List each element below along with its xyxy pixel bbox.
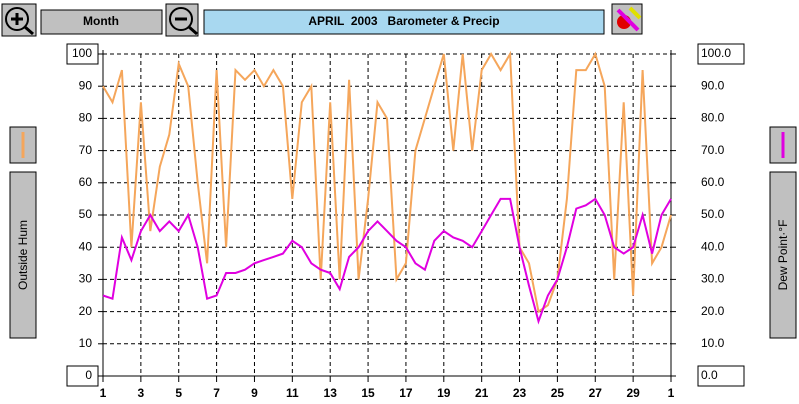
- left-series-button[interactable]: Outside Hum: [9, 171, 37, 339]
- series-line: [102, 50, 672, 314]
- y2-tick-label: 100.0: [701, 46, 731, 60]
- x-tick-label: 25: [551, 386, 565, 400]
- y-tick-label: 20: [79, 304, 93, 318]
- y2-tick-label: 50.0: [701, 207, 725, 221]
- right-series-button[interactable]: Dew Point·°F: [769, 171, 797, 339]
- y2-tick-label: 80.0: [701, 111, 725, 125]
- left-series-swatch[interactable]: [9, 126, 37, 164]
- x-tick-label: 15: [361, 386, 375, 400]
- tick-box: [697, 43, 745, 65]
- tick-box: [697, 365, 745, 387]
- zoom-out-button[interactable]: [165, 3, 199, 37]
- y2-tick-label: 20.0: [701, 304, 725, 318]
- y-tick-label: 100: [72, 46, 92, 60]
- x-tick-label: 13: [324, 386, 338, 400]
- plot: 0 10 20 30 40 50 60 70 80 90 100 0.0 10.0 20.0 30.0 40.…: [66, 43, 745, 400]
- zoom-in-button[interactable]: [1, 3, 37, 37]
- series-line: [102, 197, 672, 325]
- y-tick-label: 30: [79, 272, 93, 286]
- x-tick-label: 29: [626, 386, 640, 400]
- x-tick-label: 7: [213, 386, 220, 400]
- period-label: Month: [83, 14, 119, 28]
- y2-tick-label: 70.0: [701, 143, 725, 157]
- y-tick-label: 60: [79, 175, 93, 189]
- right-series-swatch[interactable]: [769, 126, 797, 164]
- x-tick-label: 9: [251, 386, 258, 400]
- y2-tick-label: 10.0: [701, 336, 725, 350]
- x-tick-label: 1: [668, 386, 675, 400]
- chart-title: APRIL 2003 Barometer & Precip: [308, 14, 499, 28]
- x-tick-label: 17: [399, 386, 413, 400]
- x-tick-label: 1: [100, 386, 107, 400]
- y2-tick-label: 30.0: [701, 272, 725, 286]
- tick-box: [66, 365, 99, 387]
- legend-label: Outside Hum: [16, 220, 30, 290]
- y-tick-label: 50: [79, 207, 93, 221]
- chart-type-icon[interactable]: [611, 3, 643, 35]
- x-tick-label: 5: [175, 386, 182, 400]
- y2-tick-label: 40.0: [701, 239, 725, 253]
- y2-tick-label: 60.0: [701, 175, 725, 189]
- legend-label: Dew Point·°F: [776, 220, 790, 291]
- y-tick-label: 40: [79, 239, 93, 253]
- period-button[interactable]: Month: [40, 9, 163, 35]
- y-tick-label: 10: [79, 336, 93, 350]
- y2-tick-label: 90.0: [701, 78, 725, 92]
- y-tick-label: 70: [79, 143, 93, 157]
- x-tick-label: 3: [138, 386, 145, 400]
- title-bar: [203, 9, 605, 35]
- y-tick-label: 80: [79, 111, 93, 125]
- y-tick-label: 0: [85, 368, 92, 382]
- x-tick-label: 23: [513, 386, 527, 400]
- x-tick-label: 27: [589, 386, 603, 400]
- y-tick-label: 90: [79, 78, 93, 92]
- x-tick-label: 19: [437, 386, 451, 400]
- y2-tick-label: 0.0: [701, 368, 718, 382]
- x-tick-label: 11: [286, 386, 299, 400]
- x-tick-label: 21: [475, 386, 489, 400]
